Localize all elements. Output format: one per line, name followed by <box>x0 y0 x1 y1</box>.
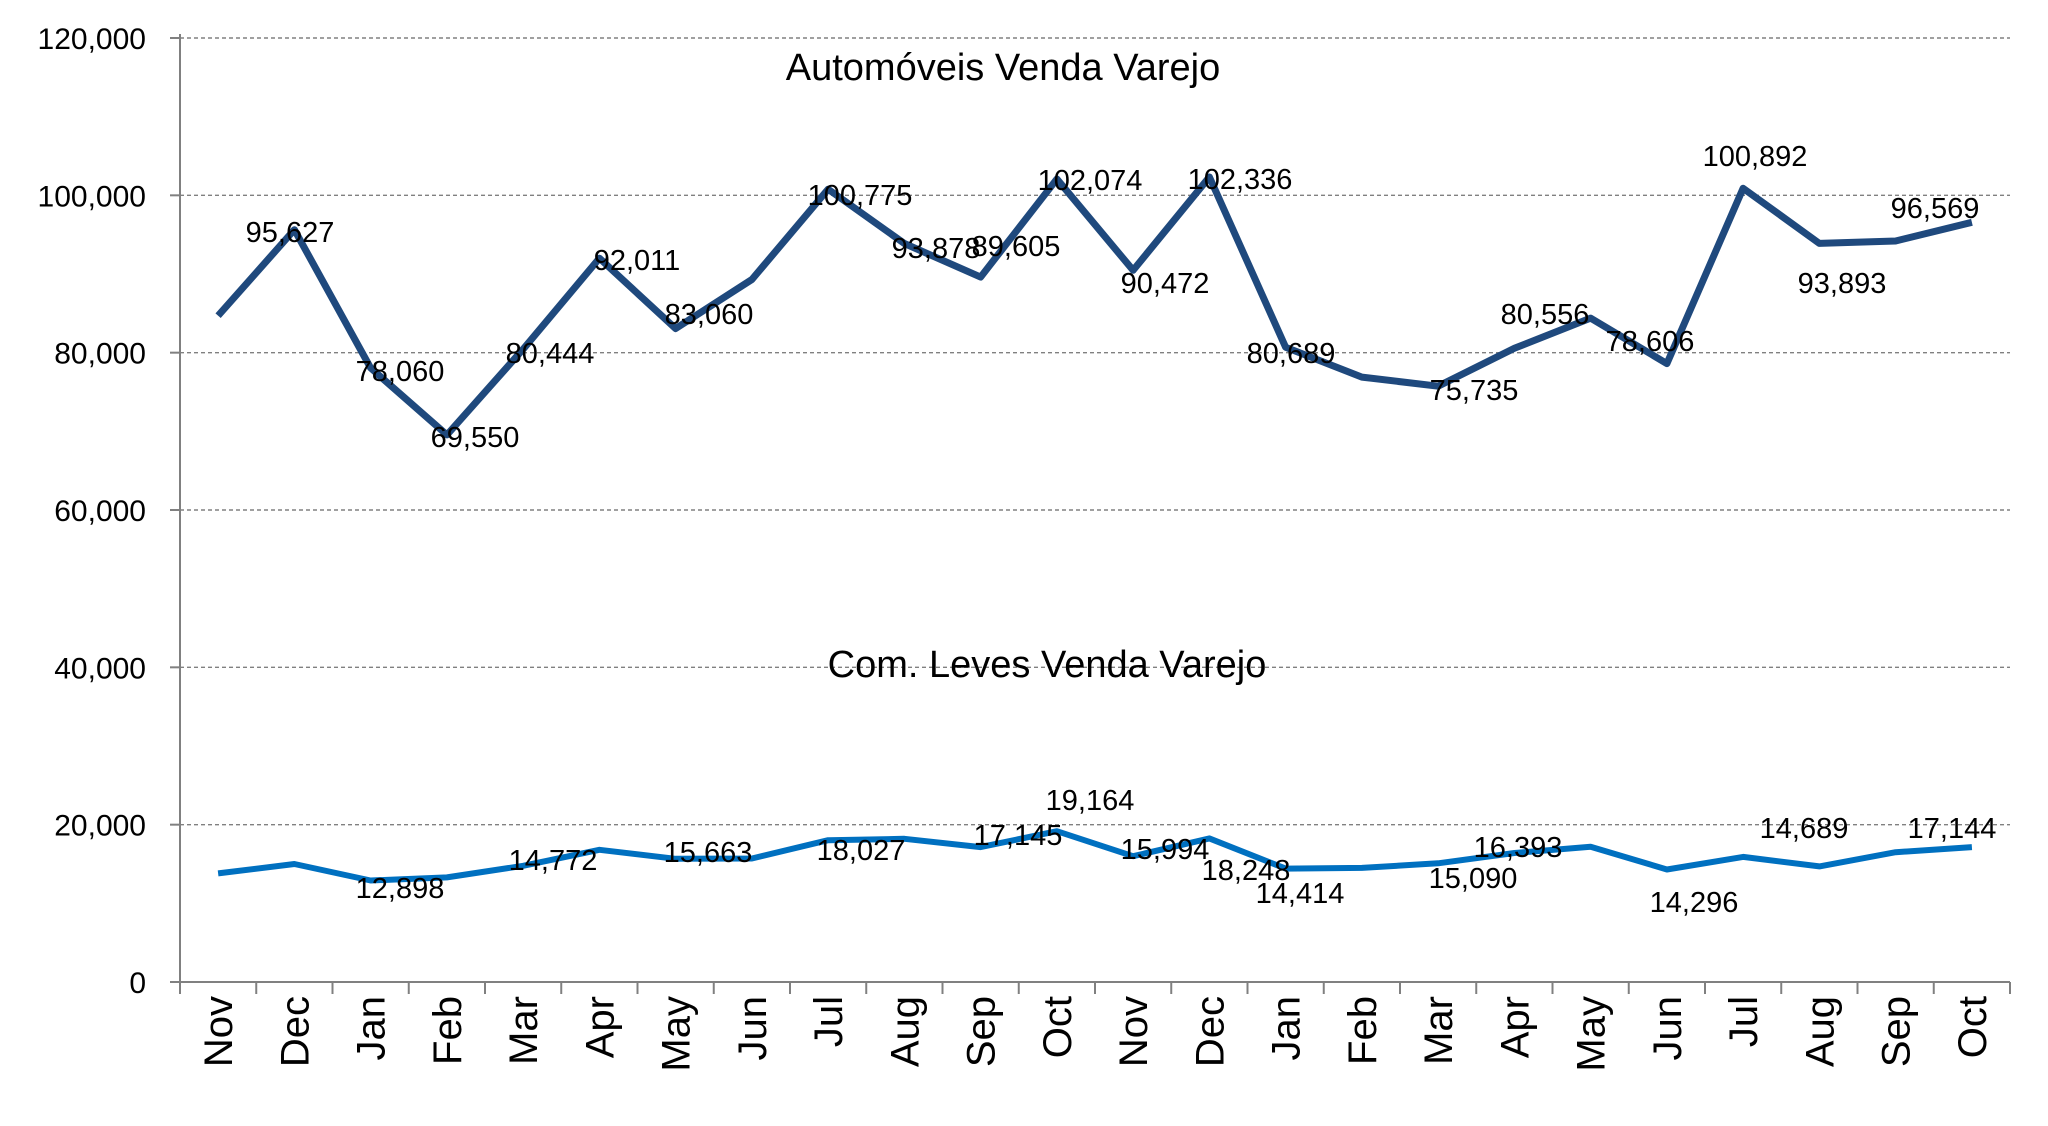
series-line-com-leves <box>217 828 1973 884</box>
data-label: 80,556 <box>1501 299 1590 331</box>
data-label: 17,145 <box>974 820 1063 852</box>
data-label: 96,569 <box>1891 193 1980 225</box>
data-label: 14,296 <box>1650 887 1739 919</box>
data-label: 18,027 <box>817 835 906 867</box>
data-label: 14,414 <box>1256 878 1345 910</box>
data-label: 90,472 <box>1121 268 1210 300</box>
x-tick-label: Jan <box>350 996 394 1061</box>
data-label: 100,892 <box>1703 141 1808 173</box>
data-label: 95,627 <box>246 217 335 249</box>
series-line-automoveis <box>215 173 1973 439</box>
data-label: 83,060 <box>665 299 754 331</box>
data-label: 17,144 <box>1908 813 1997 845</box>
x-tick-label: Feb <box>426 996 470 1065</box>
x-tick-label: Jun <box>731 996 775 1061</box>
x-tick-label: Nov <box>197 996 241 1067</box>
x-tick-label: Oct <box>1951 996 1995 1058</box>
x-tick-label: Sep <box>960 996 1004 1067</box>
x-tick-label: Sep <box>1875 996 1919 1067</box>
data-label: 80,444 <box>506 338 595 370</box>
x-tick-label: Jul <box>1722 996 1766 1047</box>
data-label: 78,060 <box>356 356 445 388</box>
data-label: 15,663 <box>664 837 753 869</box>
data-label: 93,893 <box>1798 268 1887 300</box>
data-label: 78,606 <box>1606 326 1695 358</box>
y-tick-label: 100,000 <box>38 180 146 213</box>
series-title-automoveis: Automóveis Venda Varejo <box>786 47 1220 89</box>
x-tick-label: Nov <box>1112 996 1156 1067</box>
y-tick-label: 120,000 <box>38 23 146 56</box>
data-label: 69,550 <box>431 422 520 454</box>
y-tick-label: 80,000 <box>54 338 146 371</box>
data-label: 19,164 <box>1046 785 1135 817</box>
x-tick-label: Jul <box>807 996 851 1047</box>
data-label: 18,248 <box>1202 855 1291 887</box>
data-label: 14,689 <box>1760 813 1849 845</box>
data-label: 75,735 <box>1430 375 1519 407</box>
x-tick-label: Mar <box>502 996 546 1065</box>
data-labels: 95,627 78,060 69,550 80,444 92,011 83,060 100,… <box>246 141 1997 919</box>
data-label: 15,090 <box>1429 863 1518 895</box>
x-tick-label: Mar <box>1417 996 1461 1065</box>
x-tick-label: Apr <box>1493 996 1537 1058</box>
series-lines <box>215 173 1973 884</box>
data-label: 100,775 <box>808 180 913 212</box>
x-tick-label: Jan <box>1265 996 1309 1061</box>
data-label: 14,772 <box>509 845 598 877</box>
y-tick-label: 0 <box>129 967 146 1000</box>
x-tick-label: Oct <box>1036 996 1080 1058</box>
data-label: 102,336 <box>1188 164 1293 196</box>
x-tick-label: May <box>1570 996 1614 1072</box>
data-label: 93,878 <box>892 233 981 265</box>
data-label: 80,689 <box>1247 338 1336 370</box>
series-title-com-leves: Com. Leves Venda Varejo <box>828 644 1267 686</box>
x-tick-label: Jun <box>1646 996 1690 1061</box>
x-tick-label: May <box>655 996 699 1072</box>
y-tick-label: 60,000 <box>54 495 146 528</box>
y-tick-label: 20,000 <box>54 810 146 843</box>
x-tick-label: Aug <box>883 996 927 1067</box>
grid-lines <box>180 37 2010 826</box>
x-tick-label: Dec <box>1188 996 1232 1067</box>
data-label: 92,011 <box>594 245 681 277</box>
y-tick-label: 40,000 <box>54 652 146 685</box>
series-titles: Automóveis Venda Varejo Com. Leves Venda… <box>786 47 1267 686</box>
axes: 0 20,000 40,000 60,000 80,000 100,000 120,000 N… <box>38 23 2011 1072</box>
data-label: 89,605 <box>972 231 1061 263</box>
x-tick-label: Aug <box>1798 996 1842 1067</box>
data-label: 102,074 <box>1038 165 1143 197</box>
x-tick-label: Apr <box>578 996 622 1058</box>
data-label: 12,898 <box>356 873 445 905</box>
x-tick-label: Dec <box>273 996 317 1067</box>
data-label: 16,393 <box>1474 832 1563 864</box>
data-label: 15,994 <box>1121 834 1210 866</box>
x-tick-label: Feb <box>1341 996 1385 1065</box>
